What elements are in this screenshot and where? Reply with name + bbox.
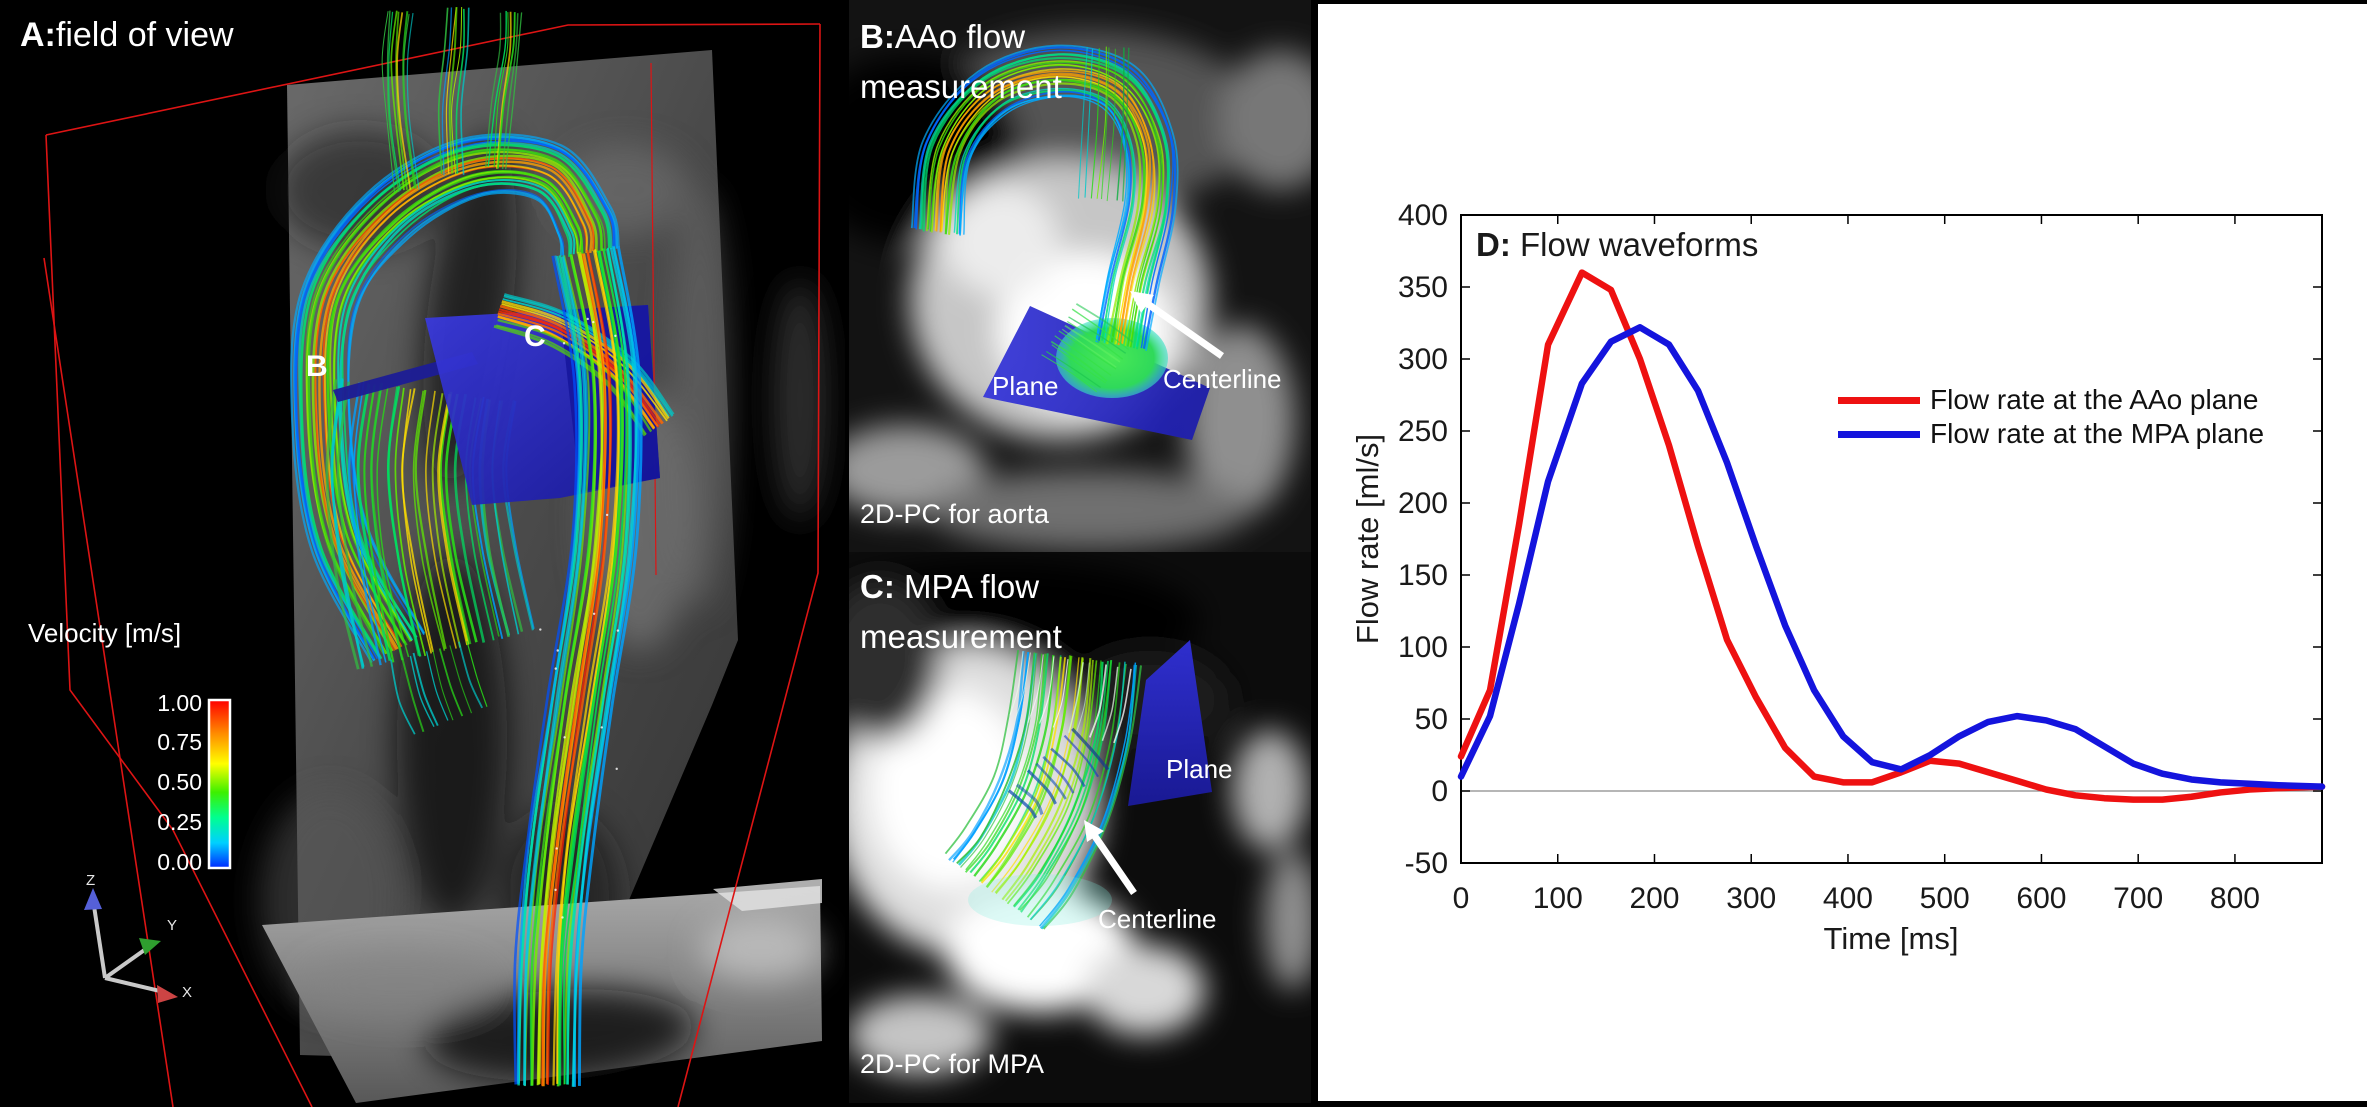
- fov-wireframe-box: [43, 23, 821, 1107]
- legend-row-mpa: Flow rate at the MPA plane: [1838, 417, 2264, 451]
- panel-a-label: A:: [20, 16, 56, 54]
- svg-text:400: 400: [1823, 882, 1873, 915]
- panel-c-caption: 2D-PC for MPA: [860, 1049, 1045, 1079]
- panel-b-aao-view: [849, 0, 1311, 552]
- panel-b-plane-label: Plane: [992, 371, 1059, 401]
- panel-c-title: C: MPA flow measurement: [860, 568, 1062, 655]
- legend-row-aao: Flow rate at the AAo plane: [1838, 383, 2264, 417]
- svg-text:400: 400: [1398, 199, 1448, 232]
- svg-text:0: 0: [1453, 882, 1470, 915]
- panel-b-title: B:AAo flow measurement: [860, 18, 1062, 105]
- colorbar-tick: 0.75: [157, 729, 202, 755]
- chart-legend: Flow rate at the AAo plane Flow rate at …: [1838, 383, 2264, 451]
- panel-c-plane-label: Plane: [1166, 754, 1233, 784]
- svg-text:100: 100: [1398, 631, 1448, 664]
- svg-text:50: 50: [1415, 703, 1448, 736]
- legend-mpa-label: Flow rate at the MPA plane: [1930, 418, 2265, 449]
- mpa-streamlines: [944, 649, 1143, 930]
- chart-title: D: Flow waveforms: [1476, 226, 1759, 263]
- colorbar-tick: 0.50: [157, 769, 202, 795]
- legend-mpa-line-swatch-icon: [1838, 430, 1920, 438]
- y-axis-label: Flow rate [ml/s]: [1350, 433, 1385, 645]
- svg-text:800: 800: [2210, 882, 2260, 915]
- flow-waveform-plot: 0 100 200 300 400 500 600 700 800-50050100150200…: [1398, 199, 2326, 915]
- aorta-streamlines-descending: [493, 245, 675, 1087]
- gizmo-y-label: Y: [167, 917, 178, 934]
- chart-title-label: D:: [1476, 226, 1511, 263]
- legend-aao-line-swatch-icon: [1838, 396, 1920, 404]
- velocity-colorbar: [207, 698, 232, 870]
- gizmo-x-arrow-icon: [157, 985, 178, 1003]
- svg-text:350: 350: [1398, 271, 1448, 304]
- svg-text:300: 300: [1726, 882, 1776, 915]
- svg-text:150: 150: [1398, 559, 1448, 592]
- orientation-gizmo-icon: [84, 888, 178, 1003]
- colorbar-tick: 0.00: [157, 849, 202, 875]
- gizmo-z-label: Z: [86, 872, 96, 889]
- panel-c-label: C:: [860, 568, 895, 605]
- gizmo-y-arrow-icon: [139, 938, 161, 955]
- svg-text:-50: -50: [1405, 847, 1448, 880]
- svg-text:300: 300: [1398, 343, 1448, 376]
- panel-b-label: B:: [860, 18, 895, 55]
- colorbar-title: Velocity [m/s]: [28, 618, 182, 648]
- svg-text:700: 700: [2113, 882, 2163, 915]
- centerline-arrow-icon: [1084, 820, 1137, 895]
- plane-c-overlay: [1128, 640, 1212, 806]
- centerline-arrow-icon: [1130, 291, 1225, 359]
- panel-c-centerline-label: Centerline: [1098, 904, 1217, 934]
- marker-b-label: B: [306, 350, 328, 383]
- aao-streamlines: [910, 44, 1179, 393]
- marker-c-label: C: [524, 320, 546, 353]
- panel-c-mpa-view: [849, 552, 1311, 1103]
- svg-text:250: 250: [1398, 415, 1448, 448]
- mri-faint-structure: [774, 280, 826, 520]
- svg-text:100: 100: [1533, 882, 1583, 915]
- svg-text:0: 0: [1431, 775, 1448, 808]
- panel-a-title: A:field of view: [20, 16, 234, 54]
- flow-waveform-chart-panel: [1318, 4, 2367, 1101]
- svg-text:200: 200: [1398, 487, 1448, 520]
- panel-b-caption: 2D-PC for aorta: [860, 499, 1050, 529]
- gizmo-z-arrow-icon: [84, 888, 102, 910]
- legend-aao-label: Flow rate at the AAo plane: [1930, 384, 2259, 415]
- colorbar-tick: 1.00: [157, 690, 202, 716]
- panel-b-centerline-label: Centerline: [1163, 364, 1282, 394]
- svg-text:500: 500: [1920, 882, 1970, 915]
- gizmo-x-label: X: [182, 984, 193, 1001]
- aorta-streamlines-arch: [289, 6, 620, 735]
- svg-text:600: 600: [2016, 882, 2066, 915]
- panel-a-3d-view: [0, 0, 845, 1107]
- colorbar-tick: 0.25: [157, 809, 202, 835]
- svg-text:200: 200: [1629, 882, 1679, 915]
- x-axis-label: Time [ms]: [1823, 921, 1959, 956]
